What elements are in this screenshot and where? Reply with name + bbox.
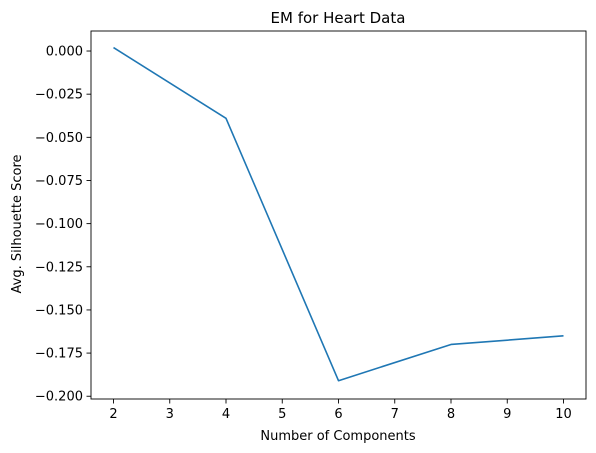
x-tick-label: 7 [391, 407, 399, 422]
plot-border [90, 30, 587, 400]
x-tick-label: 6 [334, 407, 342, 422]
y-tick-label: −0.125 [35, 260, 83, 275]
y-tick-label: 0.000 [46, 45, 83, 60]
y-axis: 0.000 −0.025 −0.050 −0.075 −0.100 −0.125 −0.15… [35, 45, 91, 405]
x-tick-label: 10 [555, 407, 572, 422]
y-tick-label: −0.200 [35, 390, 83, 405]
x-tick-label: 8 [447, 407, 455, 422]
y-tick-label: −0.150 [35, 303, 83, 318]
y-tick-label: −0.175 [35, 347, 83, 362]
y-tick-label: −0.050 [35, 131, 83, 146]
y-tick-label: −0.075 [35, 174, 83, 189]
x-tick-label: 9 [503, 407, 511, 422]
series-line-0 [113, 46, 564, 382]
y-tick-label: −0.100 [35, 217, 83, 232]
x-axis-label: Number of Components [260, 429, 415, 444]
chart-title: EM for Heart Data [271, 9, 406, 27]
x-tick-label: 5 [278, 407, 286, 422]
plot-frame [90, 30, 587, 400]
series-layer [113, 46, 564, 382]
y-axis-label: Avg. Silhouette Score [10, 155, 25, 294]
x-axis: 2 3 4 5 6 7 8 9 10 [109, 399, 572, 422]
x-tick-label: 2 [109, 407, 117, 422]
y-tick-label: −0.025 [35, 88, 83, 103]
x-tick-label: 4 [222, 407, 230, 422]
x-tick-label: 3 [166, 407, 174, 422]
